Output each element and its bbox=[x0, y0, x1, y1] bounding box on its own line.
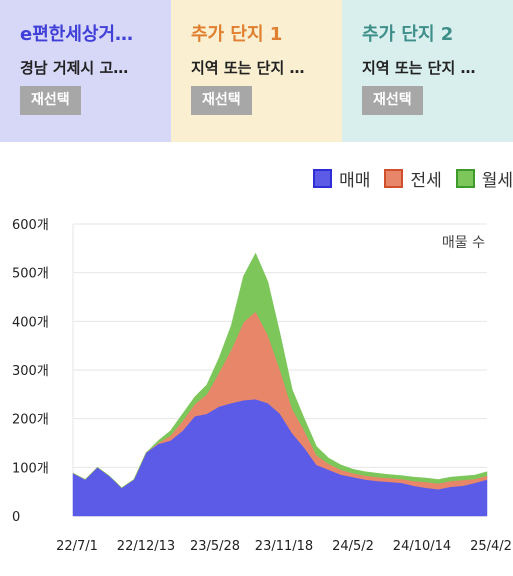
listing-count-chart: 0 100개 200개 300개 400개 500개 600개 22/7/1 22/12/13 2… bbox=[0, 142, 513, 576]
x-tick-label: 24/10/14 bbox=[393, 539, 451, 554]
y-tick-label: 500개 bbox=[12, 267, 49, 282]
x-tick-label: 22/12/13 bbox=[117, 539, 175, 554]
y-tick-label: 100개 bbox=[12, 461, 49, 476]
complex-name: 추가 단지 1 bbox=[191, 24, 283, 45]
complex-selector: e편한세상거… 경남 거제시 고… 재선택 추가 단지 1 지역 또는 단지 …… bbox=[0, 0, 513, 142]
chart-annotation: 매물 수 bbox=[442, 235, 485, 251]
legend-swatch-jeonse bbox=[384, 169, 404, 188]
complex-card-extra-1[interactable]: 추가 단지 1 지역 또는 단지 … 재선택 bbox=[171, 0, 342, 142]
y-tick-label: 200개 bbox=[12, 413, 49, 428]
reselect-button[interactable]: 재선택 bbox=[191, 86, 252, 115]
complex-name: 추가 단지 2 bbox=[362, 24, 454, 45]
x-tick-label: 22/7/1 bbox=[56, 539, 98, 554]
x-tick-label: 23/5/28 bbox=[190, 539, 240, 554]
chart-legend: 매매 전세 월세 bbox=[299, 166, 513, 191]
complex-name: e편한세상거… bbox=[20, 24, 134, 45]
complex-card-main[interactable]: e편한세상거… 경남 거제시 고… 재선택 bbox=[0, 0, 171, 142]
legend-swatch-sale bbox=[313, 169, 333, 188]
y-tick-label: 600개 bbox=[12, 218, 49, 233]
legend-label: 전세 bbox=[410, 171, 442, 191]
legend-label: 매매 bbox=[339, 171, 371, 191]
series-area-매매 bbox=[72, 398, 488, 517]
legend-item-jeonse[interactable]: 전세 bbox=[384, 166, 442, 191]
y-tick-label: 300개 bbox=[12, 364, 49, 379]
complex-location: 지역 또는 단지 … bbox=[362, 59, 476, 77]
complex-location: 경남 거제시 고… bbox=[20, 59, 129, 77]
legend-item-monthly-rent[interactable]: 월세 bbox=[455, 166, 513, 191]
legend-item-sale[interactable]: 매매 bbox=[313, 166, 370, 191]
complex-location: 지역 또는 단지 … bbox=[191, 59, 305, 77]
y-tick-label: 0 bbox=[12, 510, 20, 525]
reselect-button[interactable]: 재선택 bbox=[362, 86, 423, 115]
y-tick-label: 400개 bbox=[12, 315, 49, 330]
series-area-월세 bbox=[72, 252, 488, 489]
x-tick-label: 23/11/18 bbox=[255, 539, 313, 554]
x-tick-label: 24/5/2 bbox=[332, 539, 374, 554]
chart-svg: 0 100개 200개 300개 400개 500개 600개 22/7/1 22/12/13 2… bbox=[12, 218, 512, 554]
x-tick-label: 25/4/2 bbox=[470, 539, 512, 554]
reselect-button[interactable]: 재선택 bbox=[20, 86, 81, 115]
legend-label: 월세 bbox=[481, 171, 513, 191]
complex-card-extra-2[interactable]: 추가 단지 2 지역 또는 단지 … 재선택 bbox=[342, 0, 513, 142]
legend-swatch-monthly-rent bbox=[455, 169, 475, 188]
